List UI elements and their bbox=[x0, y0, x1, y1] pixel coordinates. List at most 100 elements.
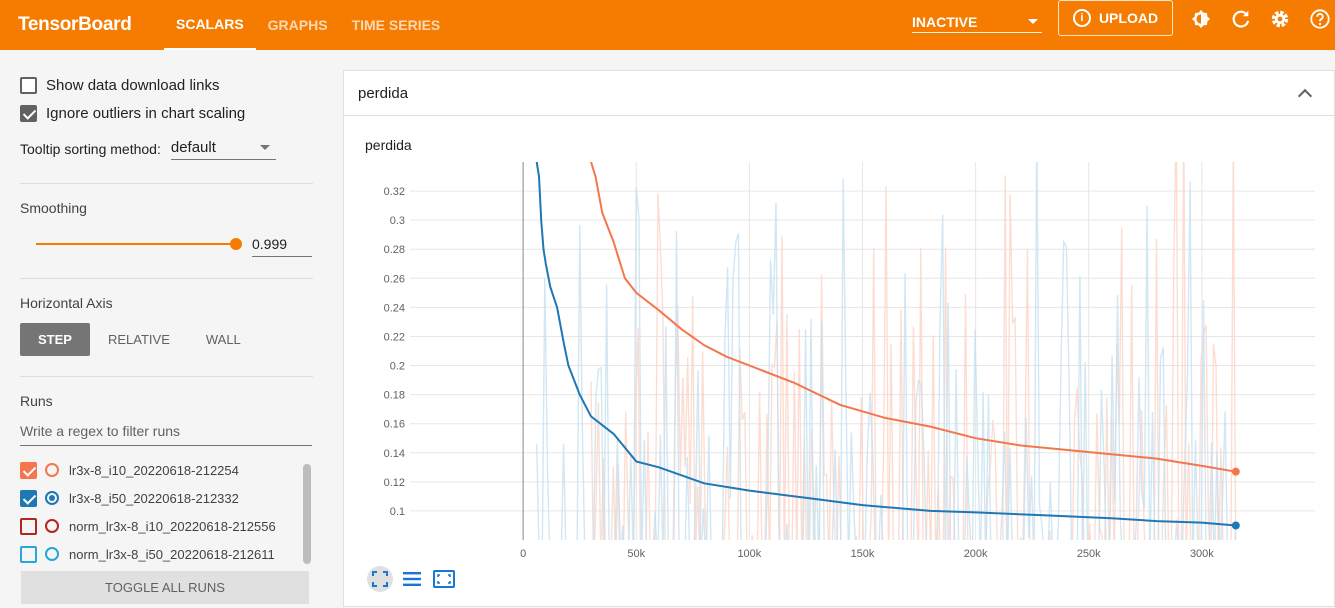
y-tick-label: 0.26 bbox=[384, 273, 405, 285]
x-tick-label: 50k bbox=[627, 548, 645, 560]
raw-series-line bbox=[536, 162, 1237, 540]
y-tick-label: 0.24 bbox=[384, 302, 405, 314]
reset-zoom-button[interactable] bbox=[431, 566, 457, 592]
y-tick-label: 0.12 bbox=[384, 477, 405, 489]
toggle-all-runs-button[interactable]: TOGGLE ALL RUNS bbox=[21, 571, 309, 604]
runs-scrollbar[interactable] bbox=[303, 464, 311, 564]
card-header[interactable]: perdida bbox=[344, 71, 1334, 116]
smoothing-title: Smoothing bbox=[20, 200, 87, 216]
options-section: Show data download links Ignore outliers… bbox=[20, 50, 313, 184]
tab-bar: SCALARS GRAPHS TIME SERIES bbox=[164, 0, 452, 50]
run-name: lr3x-8_i50_20220618-212332 bbox=[69, 490, 239, 506]
plugin-select-value: INACTIVE bbox=[912, 13, 978, 30]
upload-button[interactable]: i UPLOAD bbox=[1058, 0, 1173, 36]
axis-step-button[interactable]: STEP bbox=[20, 323, 90, 356]
show-download-links-label: Show data download links bbox=[46, 76, 220, 94]
runs-title: Runs bbox=[20, 393, 53, 409]
axis-relative-button[interactable]: RELATIVE bbox=[107, 332, 170, 347]
toggle-log-scale-button[interactable] bbox=[399, 566, 425, 592]
sidebar: Show data download links Ignore outliers… bbox=[0, 50, 333, 607]
tooltip-sort-row: Tooltip sorting method: default bbox=[20, 129, 313, 169]
x-tick-label: 250k bbox=[1077, 548, 1101, 560]
y-tick-label: 0.18 bbox=[384, 390, 405, 402]
series-line-1 bbox=[535, 162, 1236, 527]
run-name: lr3x-8_i10_20220618-212254 bbox=[69, 462, 239, 478]
smoothing-slider-row: 0.999 bbox=[20, 230, 313, 258]
y-tick-label: 0.22 bbox=[384, 331, 405, 343]
raw-traces bbox=[536, 162, 1237, 540]
show-download-links-option[interactable]: Show data download links bbox=[20, 71, 313, 99]
card-title: perdida bbox=[358, 84, 409, 102]
run-item[interactable]: norm_lr3x-8_i10_20220618-212556 bbox=[20, 512, 313, 540]
smoothing-slider[interactable] bbox=[36, 238, 242, 250]
dropdown-caret-icon bbox=[259, 144, 270, 150]
reload-icon[interactable] bbox=[1230, 8, 1252, 30]
run-checkbox[interactable] bbox=[20, 545, 37, 563]
ignore-outliers-checkbox[interactable] bbox=[20, 104, 37, 122]
run-checkbox[interactable] bbox=[20, 517, 37, 535]
y-tick-label: 0.28 bbox=[384, 244, 405, 256]
y-tick-label: 0.14 bbox=[384, 448, 405, 460]
axis-wall-button[interactable]: WALL bbox=[205, 332, 241, 347]
help-icon[interactable] bbox=[1309, 8, 1331, 30]
x-tick-label: 0 bbox=[520, 548, 526, 560]
series-end-point-1 bbox=[1231, 521, 1240, 530]
smoothing-section: Smoothing 0.999 bbox=[20, 184, 313, 279]
runs-filter-input[interactable]: Write a regex to filter runs bbox=[20, 423, 312, 446]
show-download-links-checkbox[interactable] bbox=[20, 76, 37, 94]
y-tick-label: 0.3 bbox=[390, 215, 405, 227]
run-checkbox[interactable] bbox=[20, 489, 37, 507]
y-tick-label: 0.1 bbox=[390, 506, 405, 518]
list-icon bbox=[403, 572, 421, 586]
brand-title: TensorBoard bbox=[18, 14, 132, 35]
zoom-fit-icon bbox=[433, 570, 455, 588]
smoothing-value-input[interactable]: 0.999 bbox=[252, 232, 312, 257]
chart-title: perdida bbox=[365, 137, 412, 153]
horizontal-axis-section: Horizontal Axis STEP RELATIVE WALL bbox=[20, 279, 313, 377]
loss-chart[interactable]: 0.1 0.12 0.14 0.16 0.18 0.2 0.22 0.24 0.26 0.28 0.… bbox=[344, 71, 1335, 608]
y-tick-label: 0.2 bbox=[390, 361, 405, 373]
tab-graphs[interactable]: GRAPHS bbox=[267, 17, 328, 33]
run-checkbox[interactable] bbox=[20, 461, 37, 479]
dropdown-caret-icon bbox=[1028, 19, 1038, 24]
fit-domain-button[interactable] bbox=[367, 566, 393, 592]
run-radio[interactable] bbox=[45, 491, 59, 505]
y-tick-label: 0.16 bbox=[384, 419, 405, 431]
top-app-bar: TensorBoard SCALARS GRAPHS TIME SERIES I… bbox=[0, 0, 1335, 50]
tooltip-sort-value: default bbox=[170, 138, 216, 156]
x-tick-label: 300k bbox=[1190, 548, 1214, 560]
run-radio[interactable] bbox=[45, 463, 59, 477]
run-item[interactable]: lr3x-8_i10_20220618-212254 bbox=[20, 456, 313, 484]
raw-series-line bbox=[590, 162, 1237, 540]
x-tick-label: 200k bbox=[964, 548, 988, 560]
series-end-point-0 bbox=[1231, 467, 1240, 476]
run-item[interactable]: norm_lr3x-8_i50_20220618-212611 bbox=[20, 540, 313, 568]
scalar-card: perdida perdida 0.1 0.12 0.14 0.16 0.18 0.2 0.… bbox=[343, 70, 1335, 607]
tooltip-sort-label: Tooltip sorting method: bbox=[20, 141, 161, 157]
upload-label: UPLOAD bbox=[1098, 10, 1159, 26]
settings-gear-icon[interactable] bbox=[1269, 8, 1291, 30]
plugin-select[interactable]: INACTIVE bbox=[912, 7, 1042, 33]
smoothed-series bbox=[535, 162, 1236, 527]
ignore-outliers-label: Ignore outliers in chart scaling bbox=[46, 104, 246, 122]
ignore-outliers-option[interactable]: Ignore outliers in chart scaling bbox=[20, 99, 313, 127]
fullscreen-icon bbox=[372, 571, 388, 587]
runs-section: Runs Write a regex to filter runs lr3x-8… bbox=[20, 377, 313, 568]
info-icon: i bbox=[1072, 9, 1091, 27]
tab-time-series[interactable]: TIME SERIES bbox=[351, 17, 441, 33]
smoothing-slider-thumb[interactable] bbox=[230, 238, 242, 250]
dark-mode-icon[interactable] bbox=[1190, 8, 1212, 30]
y-tick-label: 0.32 bbox=[384, 186, 405, 198]
tab-scalars[interactable]: SCALARS bbox=[164, 0, 256, 50]
tooltip-sort-select[interactable]: default bbox=[170, 138, 276, 160]
runs-list: lr3x-8_i10_20220618-212254 lr3x-8_i50_20… bbox=[20, 456, 313, 568]
horizontal-axis-toggle: STEP RELATIVE WALL bbox=[20, 323, 313, 356]
run-item[interactable]: lr3x-8_i50_20220618-212332 bbox=[20, 484, 313, 512]
x-tick-label: 100k bbox=[737, 548, 761, 560]
horizontal-axis-title: Horizontal Axis bbox=[20, 295, 113, 311]
series-line-0 bbox=[590, 162, 1236, 473]
run-name: norm_lr3x-8_i10_20220618-212556 bbox=[69, 518, 276, 534]
run-radio[interactable] bbox=[45, 547, 59, 561]
run-radio[interactable] bbox=[45, 519, 59, 533]
x-tick-label: 150k bbox=[851, 548, 875, 560]
